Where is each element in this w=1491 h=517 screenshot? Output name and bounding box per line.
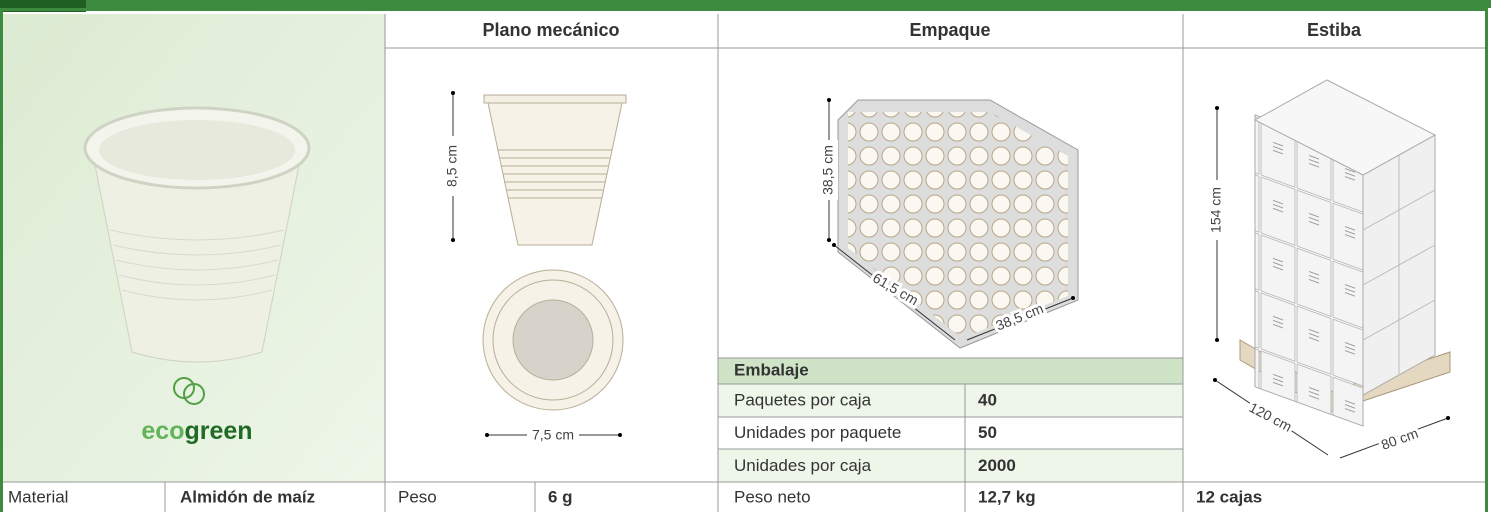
dimension: 8,5 cm [444,145,460,187]
spec-value: 12,7 kg [978,487,1036,506]
product-photo [83,106,311,363]
spec-value: 6 g [548,487,573,506]
embalaje-label: Unidades por paquete [734,423,901,442]
dimension: 120 cm [1247,399,1295,435]
row-bg [718,384,1183,417]
top-bar [0,0,1491,8]
package-drawing [820,98,1079,349]
spec-label: Peso [398,487,437,506]
dimension: 154 cm [1208,187,1224,233]
header: Plano mecánico [482,20,619,40]
spec-label: Peso neto [734,487,811,506]
embalaje-value: 40 [978,390,997,409]
spec-label: Material [8,487,68,506]
embalaje-label: Unidades por caja [734,456,872,475]
brand: ecogreen [141,417,252,445]
embalaje-header [718,358,1183,384]
dimension: 7,5 cm [532,427,574,443]
brand-prefix: eco [141,417,184,445]
embalaje-table: Paquetes por caja 40 Unidades por paquete 5… [734,390,1016,474]
spec-value: 12 cajas [1196,487,1262,506]
header: Estiba [1307,20,1362,40]
logo [173,377,205,405]
mechanical-drawing [444,91,627,444]
brand-suffix: green [185,417,253,445]
embalaje-label: Paquetes por caja [734,390,872,409]
spec-value: Almidón de maíz [180,487,315,506]
embalaje-value: 50 [978,423,997,442]
header: Empaque [909,20,990,40]
embalaje-value: 2000 [978,456,1016,475]
grid [0,14,1485,512]
dimension: 80 cm [1379,425,1420,453]
dimension: 38,5 cm [820,145,836,195]
row-bg [718,449,1183,482]
embalaje-title: Embalaje [734,360,809,379]
pallet-drawing [1208,79,1451,459]
border [0,8,1488,517]
